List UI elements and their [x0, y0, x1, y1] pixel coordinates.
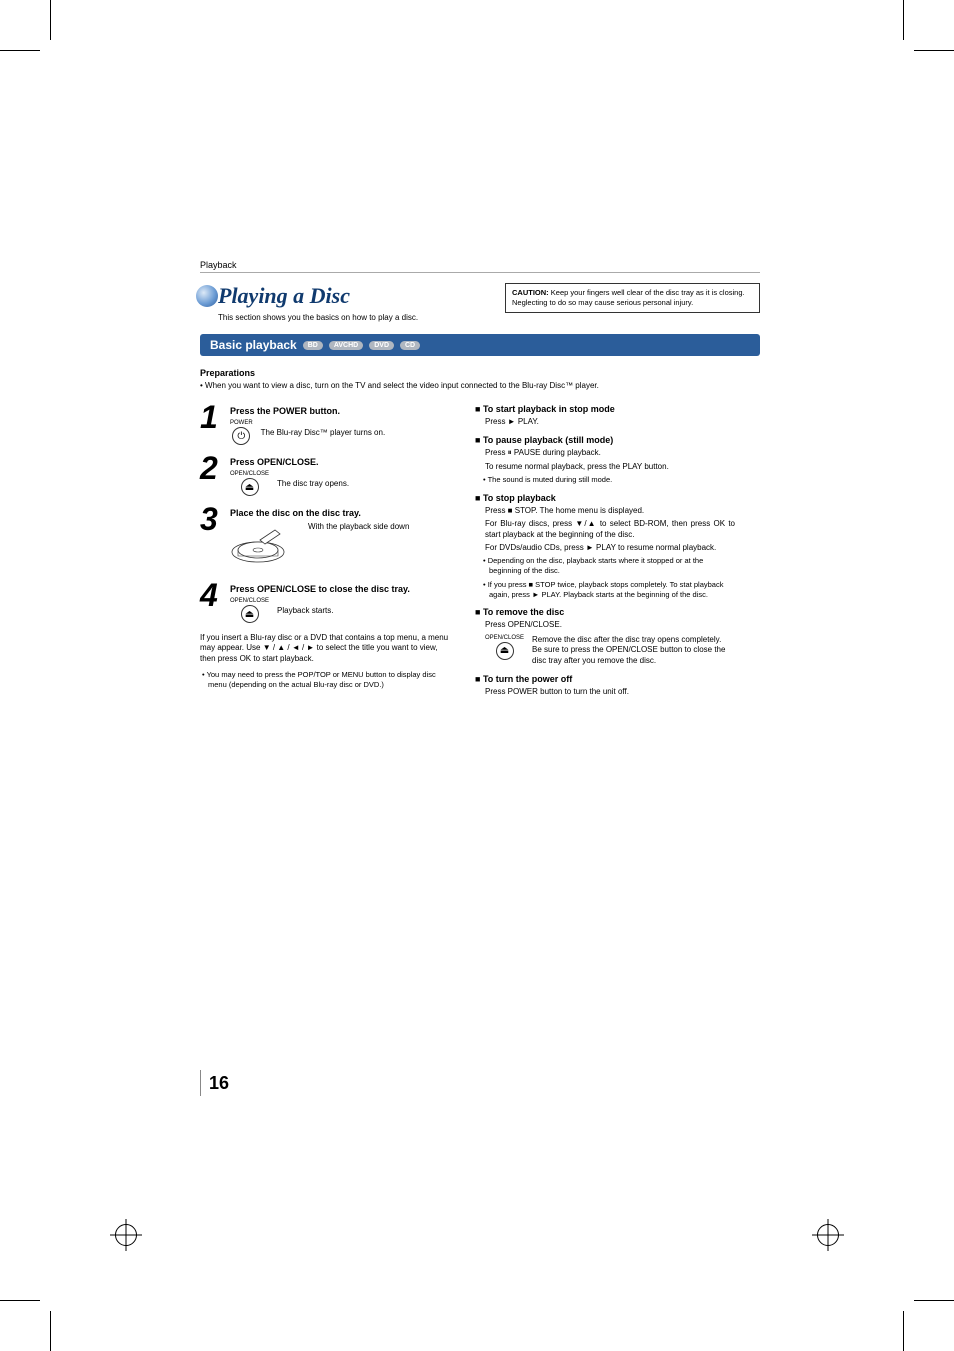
step-4: 4 Press OPEN/CLOSE to close the disc tra…	[200, 582, 455, 623]
start-line: Press ► PLAY.	[475, 417, 735, 427]
open-close-icon: OPEN/CLOSE ⏏	[230, 471, 269, 496]
left-column: 1 Press the POWER button. POWER ⏻ The Bl…	[200, 404, 455, 700]
stop-line1: Press ■ STOP. The home menu is displayed…	[475, 506, 735, 516]
caution-box: CAUTION: Keep your fingers well clear of…	[505, 283, 760, 313]
step-body: Press OPEN/CLOSE. OPEN/CLOSE ⏏ The disc …	[230, 455, 455, 496]
start-heading: To start playback in stop mode	[475, 404, 735, 414]
eject-button-icon: ⏏	[496, 642, 514, 660]
prep-text: • When you want to view a disc, turn on …	[200, 381, 760, 390]
breadcrumb: Playback	[200, 260, 760, 273]
step-title: Press the POWER button.	[230, 406, 455, 416]
power-button-icon: ⏻	[232, 427, 250, 445]
section-bar-title: Basic playback	[210, 338, 297, 352]
page-content: Playback Playing a Disc This section sho…	[200, 260, 760, 700]
page-subtitle: This section shows you the basics on how…	[200, 313, 495, 322]
icon-label: OPEN/CLOSE	[230, 598, 269, 604]
stop-line2: For Blu-ray discs, press ▼/▲ to select B…	[475, 519, 735, 540]
remove-text: Remove the disc after the disc tray open…	[532, 635, 735, 666]
stop-bullet1: • Depending on the disc, playback starts…	[475, 556, 735, 576]
badge-avchd: AVCHD	[329, 341, 363, 350]
step-num: 2	[200, 455, 224, 496]
pause-line2: To resume normal playback, press the PLA…	[475, 462, 735, 472]
step-title: Press OPEN/CLOSE.	[230, 457, 455, 467]
crop-mark	[914, 50, 954, 51]
page-title: Playing a Disc	[200, 283, 495, 309]
disc-tray-illustration	[230, 522, 300, 572]
register-mark	[115, 1224, 137, 1246]
crop-mark	[0, 50, 40, 51]
stop-heading: To stop playback	[475, 493, 735, 503]
prep-heading: Preparations	[200, 368, 760, 378]
step-2: 2 Press OPEN/CLOSE. OPEN/CLOSE ⏏ The dis…	[200, 455, 455, 496]
icon-label: OPEN/CLOSE	[485, 635, 524, 641]
caution-label: CAUTION:	[512, 288, 549, 297]
crop-mark	[50, 1311, 51, 1351]
title-block: Playing a Disc This section shows you th…	[200, 283, 495, 322]
section-bar: Basic playback BD AVCHD DVD CD	[200, 334, 760, 356]
icon-label: OPEN/CLOSE	[230, 471, 269, 477]
step-desc: With the playback side down	[308, 522, 409, 531]
stop-bullet2: • If you press ■ STOP twice, playback st…	[475, 580, 735, 600]
columns: 1 Press the POWER button. POWER ⏻ The Bl…	[200, 404, 760, 700]
step-desc: Playback starts.	[277, 606, 333, 615]
poweroff-line: Press POWER button to turn the unit off.	[475, 687, 735, 697]
eject-button-icon: ⏏	[241, 478, 259, 496]
icon-label: POWER	[230, 420, 253, 426]
crop-mark	[903, 0, 904, 40]
crop-mark	[914, 1300, 954, 1301]
step-row: POWER ⏻ The Blu-ray Disc™ player turns o…	[230, 420, 455, 445]
remove-text1: Remove the disc after the disc tray open…	[532, 635, 735, 645]
step-desc: The Blu-ray Disc™ player turns on.	[261, 428, 386, 437]
step-num: 1	[200, 404, 224, 445]
pause-line1: Press ⏸ PAUSE during playback.	[475, 448, 735, 458]
crop-mark	[903, 1311, 904, 1351]
crop-mark	[50, 0, 51, 40]
step-3: 3 Place the disc on the disc tray. With …	[200, 506, 455, 572]
menu-note: If you insert a Blu-ray disc or a DVD th…	[200, 633, 455, 664]
crop-mark	[0, 1300, 40, 1301]
step-num: 3	[200, 506, 224, 572]
badge-cd: CD	[400, 341, 420, 350]
badge-bd: BD	[303, 341, 323, 350]
stop-line3: For DVDs/audio CDs, press ► PLAY to resu…	[475, 543, 735, 553]
step-num: 4	[200, 582, 224, 623]
menu-bullet: • You may need to press the POP/TOP or M…	[200, 670, 455, 690]
open-close-icon: OPEN/CLOSE ⏏	[230, 598, 269, 623]
step-row: OPEN/CLOSE ⏏ The disc tray opens.	[230, 471, 455, 496]
page-number: 16	[200, 1070, 229, 1096]
step-body: Press the POWER button. POWER ⏻ The Blu-…	[230, 404, 455, 445]
step-body: Place the disc on the disc tray. With th…	[230, 506, 455, 572]
poweroff-heading: To turn the power off	[475, 674, 735, 684]
register-mark	[817, 1224, 839, 1246]
open-close-icon: OPEN/CLOSE ⏏	[485, 635, 524, 660]
step-body: Press OPEN/CLOSE to close the disc tray.…	[230, 582, 455, 623]
step-row: OPEN/CLOSE ⏏ Playback starts.	[230, 598, 455, 623]
eject-button-icon: ⏏	[241, 605, 259, 623]
pause-bullet: • The sound is muted during still mode.	[475, 475, 735, 485]
remove-line1: Press OPEN/CLOSE.	[475, 620, 735, 630]
step-row: With the playback side down	[230, 522, 455, 572]
step-title: Press OPEN/CLOSE to close the disc tray.	[230, 584, 455, 594]
power-icon: POWER ⏻	[230, 420, 253, 445]
step-desc: The disc tray opens.	[277, 479, 349, 488]
remove-row: OPEN/CLOSE ⏏ Remove the disc after the d…	[475, 635, 735, 666]
title-row: Playing a Disc This section shows you th…	[200, 283, 760, 322]
remove-text2: Be sure to press the OPEN/CLOSE button t…	[532, 645, 735, 666]
pause-heading: To pause playback (still mode)	[475, 435, 735, 445]
remove-heading: To remove the disc	[475, 607, 735, 617]
step-1: 1 Press the POWER button. POWER ⏻ The Bl…	[200, 404, 455, 445]
right-column: To start playback in stop mode Press ► P…	[475, 404, 735, 700]
step-title: Place the disc on the disc tray.	[230, 508, 455, 518]
badge-dvd: DVD	[369, 341, 394, 350]
